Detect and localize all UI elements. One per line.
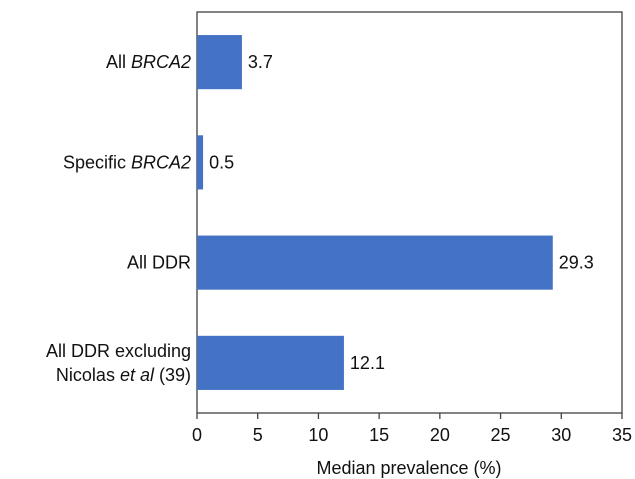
plot-area-frame [196, 11, 623, 414]
category-label: All BRCA2 [106, 52, 191, 72]
bar [197, 235, 553, 290]
category-label: All DDR excluding [46, 341, 191, 361]
x-tick-label: 35 [612, 425, 632, 445]
data-labels-group: 3.7 0.5 29.3 12.1 [209, 52, 594, 373]
x-tick-label: 20 [430, 425, 450, 445]
category-label-part: Specific [63, 152, 131, 172]
bar-value-label: 29.3 [559, 253, 594, 273]
x-tick-label: 25 [491, 425, 511, 445]
bar-value-label: 3.7 [248, 52, 273, 72]
x-axis-title: Median prevalence (%) [316, 458, 501, 478]
x-axis-ticks-group: 0 5 10 15 20 25 30 35 [192, 413, 632, 445]
category-label-part: (39) [154, 365, 191, 385]
category-label-part: BRCA2 [131, 152, 191, 172]
category-label-part: Nicolas [56, 365, 120, 385]
category-label: Specific BRCA2 [63, 152, 191, 172]
bar [197, 335, 344, 390]
category-label: All DDR [127, 253, 191, 273]
bar-value-label: 0.5 [209, 152, 234, 172]
x-tick-label: 5 [253, 425, 263, 445]
x-tick-label: 30 [551, 425, 571, 445]
bar [197, 35, 242, 90]
category-label-part: All [106, 52, 131, 72]
category-label-part: All DDR [127, 253, 191, 273]
x-tick-label: 10 [308, 425, 328, 445]
x-tick-label: 0 [192, 425, 202, 445]
category-label-part: All DDR excluding [46, 341, 191, 361]
category-label-part: et al [120, 365, 155, 385]
bar [197, 135, 204, 190]
category-label: Nicolas et al (39) [56, 365, 191, 385]
bars-group [197, 35, 553, 390]
x-tick-label: 15 [369, 425, 389, 445]
category-label-part: BRCA2 [131, 52, 191, 72]
bar-value-label: 12.1 [350, 353, 385, 373]
